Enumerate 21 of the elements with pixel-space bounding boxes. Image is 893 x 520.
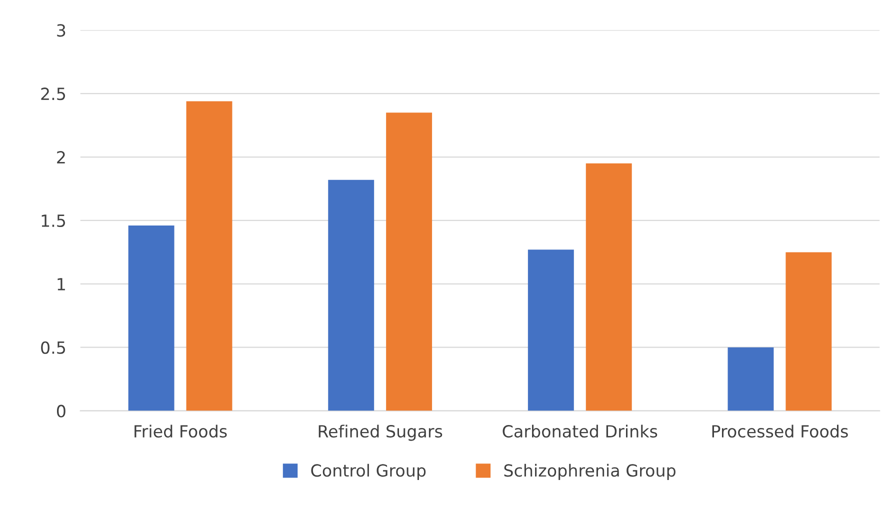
- legend-label: Control Group: [311, 464, 426, 480]
- bar: [586, 163, 632, 411]
- bar: [128, 226, 174, 411]
- legend-label: Schizophrenia Group: [504, 464, 676, 480]
- bar: [528, 250, 574, 411]
- bar: [386, 112, 432, 411]
- bar: [786, 252, 832, 411]
- x-tick-label: Refined Sugars: [318, 424, 442, 441]
- x-tick-label: Fried Foods: [134, 424, 227, 438]
- y-tick-label: 2: [57, 151, 65, 164]
- x-tick-label: Carbonated Drinks: [502, 424, 658, 438]
- bar: [728, 347, 774, 411]
- y-tick-label: 0.5: [41, 341, 66, 354]
- y-tick-label: 2.5: [41, 88, 66, 100]
- bar: [186, 101, 232, 411]
- y-tick-label: 3: [57, 24, 66, 37]
- y-tick-label: 1.5: [42, 214, 66, 228]
- y-tick-label: 1: [58, 278, 65, 290]
- bar: [328, 180, 374, 411]
- x-tick-label: Processed Foods: [712, 424, 848, 438]
- y-tick-label: 0: [56, 404, 66, 418]
